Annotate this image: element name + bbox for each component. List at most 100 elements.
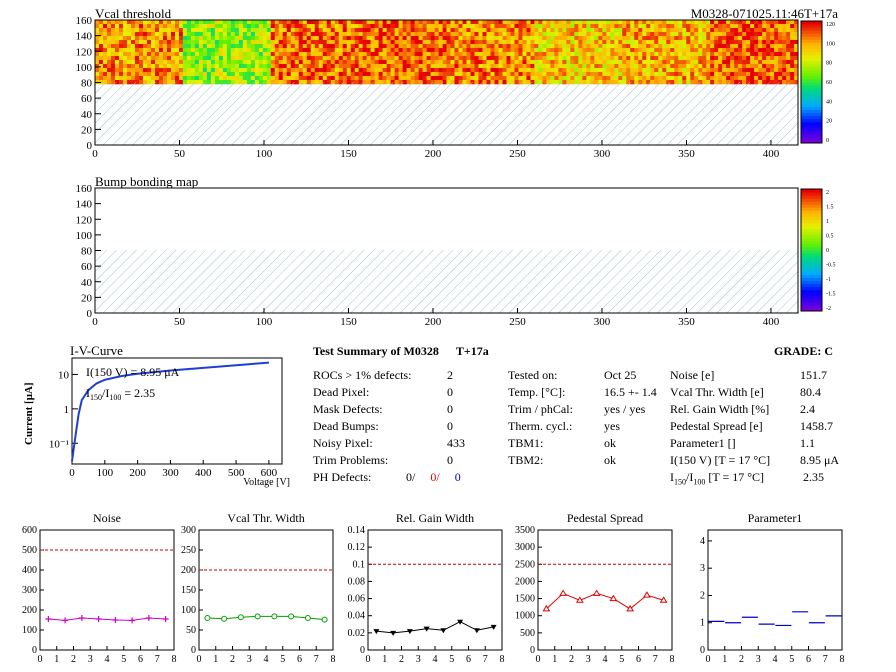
data-point (659, 596, 668, 603)
heatmap-cell (538, 44, 543, 49)
heatmap-cell (542, 64, 547, 69)
heatmap-cell (446, 36, 451, 41)
heatmap-cell (147, 52, 152, 57)
heatmap-cell (590, 24, 595, 29)
heatmap-cell (103, 28, 108, 33)
heatmap-cell (210, 76, 216, 81)
heatmap-cell (518, 36, 523, 41)
color-scale-label: 1.5 (826, 205, 834, 211)
heatmap-cell (394, 48, 399, 53)
heatmap-cell (135, 60, 140, 65)
heatmap-cell (734, 52, 739, 57)
heatmap-cell (594, 56, 599, 61)
heatmap-cell (790, 76, 795, 81)
heatmap-cell (718, 36, 723, 41)
mini-x-tick-label: 1 (382, 654, 387, 665)
heatmap-cell (230, 48, 236, 53)
heatmap-cell (442, 40, 447, 45)
heatmap-cell (746, 72, 751, 77)
color-scale-label: 120 (826, 22, 835, 28)
heatmap-cell (346, 32, 352, 37)
heatmap-cell (111, 48, 116, 53)
heatmap-cell (294, 56, 300, 61)
heatmap-cell (442, 56, 447, 61)
heatmap-cell (322, 40, 328, 45)
iv-x-tick-label: 600 (261, 467, 278, 479)
heatmap-cell (155, 36, 160, 41)
heatmap-cell (614, 72, 619, 77)
heatmap-cell (294, 76, 300, 81)
heatmap-cell (398, 64, 403, 69)
heatmap-cell (386, 44, 391, 49)
heatmap-cell (366, 68, 371, 73)
mini-plot-title: Noise (93, 511, 121, 525)
heatmap-cell (318, 60, 324, 65)
heatmap-cell (330, 44, 336, 49)
heatmap-cell (378, 28, 383, 33)
heatmap-cell (694, 72, 699, 77)
heatmap-cell (522, 44, 527, 49)
heatmap-cell (374, 20, 379, 25)
heatmap-cell (390, 28, 395, 33)
mini-y-tick-label: 100 (181, 605, 196, 616)
heatmap-cell (306, 36, 312, 41)
heatmap-cell (350, 40, 356, 45)
heatmap-cell (310, 44, 316, 49)
heatmap-cell (290, 64, 296, 69)
heatmap-cell (690, 56, 695, 61)
y-tick-label: 0 (87, 140, 93, 152)
heatmap-cell (650, 40, 655, 45)
heatmap-cell (298, 36, 304, 41)
heatmap-cell (206, 44, 212, 49)
heatmap-cell (262, 44, 268, 49)
heatmap-cell (394, 72, 399, 77)
heatmap-cell (662, 60, 667, 65)
heatmap-cell (622, 68, 627, 73)
heatmap-cell (574, 32, 579, 37)
heatmap-cell (286, 20, 292, 25)
heatmap-cell (206, 56, 212, 61)
heatmap-cell (378, 24, 383, 29)
heatmap-cell (386, 52, 391, 57)
heatmap-cell (542, 20, 547, 25)
heatmap-cell (762, 40, 767, 45)
data-point (559, 589, 568, 596)
heatmap-cell (147, 64, 152, 69)
heatmap-cell (306, 32, 312, 37)
heatmap-cell (674, 32, 679, 37)
heatmap-cell (346, 28, 352, 33)
heatmap-cell (598, 68, 603, 73)
heatmap-cell (498, 64, 503, 69)
heatmap-cell (258, 36, 264, 41)
heatmap-cell (578, 60, 583, 65)
heatmap-cell (139, 60, 144, 65)
heatmap-cell (374, 24, 379, 29)
heatmap-cell (254, 72, 260, 77)
heatmap-cell (758, 60, 763, 65)
heatmap-cell (450, 76, 455, 81)
heatmap-cell (406, 48, 411, 53)
threshold-heatmap-cells (95, 20, 799, 85)
heatmap-cell (426, 52, 431, 57)
heatmap-cell (310, 32, 316, 37)
heatmap-cell (622, 48, 627, 53)
heatmap-cell (698, 72, 703, 77)
heatmap-cell (722, 56, 727, 61)
heatmap-cell (514, 40, 519, 45)
heatmap-cell (738, 52, 743, 57)
color-scale-label: 80 (826, 61, 832, 67)
heatmap-cell (590, 64, 595, 69)
heatmap-cell (686, 72, 691, 77)
heatmap-cell (722, 20, 727, 25)
color-scale-segment (801, 198, 822, 202)
heatmap-cell (159, 68, 164, 73)
heatmap-cell (634, 20, 639, 25)
bump-map-title: Bump bonding map (95, 174, 198, 189)
mini-x-tick-label: 1 (213, 654, 218, 665)
heatmap-cell (742, 56, 747, 61)
heatmap-cell (602, 24, 607, 29)
heatmap-cell (514, 76, 519, 81)
heatmap-cell (470, 24, 475, 29)
heatmap-cell (722, 64, 727, 69)
